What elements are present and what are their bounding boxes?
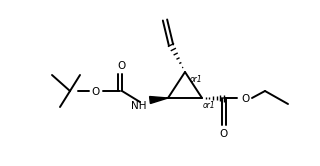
Text: O: O bbox=[117, 61, 125, 71]
Text: or1: or1 bbox=[203, 101, 216, 110]
Text: or1: or1 bbox=[190, 75, 203, 84]
Text: O: O bbox=[92, 87, 100, 97]
Text: O: O bbox=[241, 94, 249, 104]
Polygon shape bbox=[150, 96, 168, 103]
Text: NH: NH bbox=[132, 101, 147, 111]
Text: O: O bbox=[220, 129, 228, 139]
